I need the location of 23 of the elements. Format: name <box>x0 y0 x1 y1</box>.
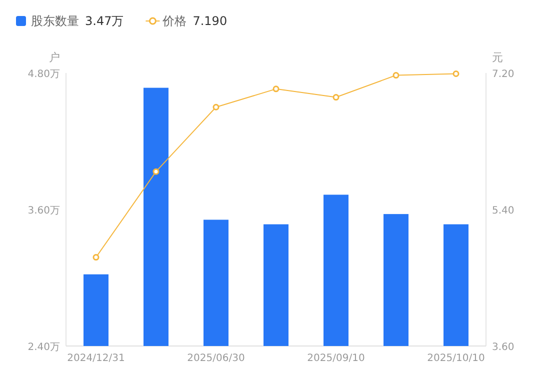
legend-label: 价格 <box>162 14 187 28</box>
y-tick-label: 3.60万 <box>28 206 60 216</box>
point <box>152 168 160 175</box>
point <box>212 104 220 110</box>
text: 3.47万 <box>85 14 124 28</box>
y-axis-title: 户 <box>49 51 60 64</box>
x-tick-label: 2025/09/10 <box>307 353 365 364</box>
point <box>272 86 280 92</box>
legend-label: 股东数量 <box>31 14 79 28</box>
point <box>92 254 100 261</box>
y2-tick-label: 3.60 <box>492 342 514 353</box>
x-tick-label: 2025/10/10 <box>427 353 485 364</box>
y-tick-label: 2.40万 <box>28 342 60 353</box>
y2-tick-label: 7.20 <box>492 69 514 80</box>
point <box>452 70 460 78</box>
x-tick-label: 2024/12/31 <box>67 353 125 364</box>
y2-tick-label: 5.40 <box>492 206 514 216</box>
y-tick-label: 4.80万 <box>28 69 60 80</box>
x-tick-label: 2025/06/30 <box>187 353 245 364</box>
point <box>392 72 400 79</box>
text: 7.190 <box>192 14 228 28</box>
y2-axis-title: 元 <box>492 51 503 64</box>
point <box>332 94 340 101</box>
